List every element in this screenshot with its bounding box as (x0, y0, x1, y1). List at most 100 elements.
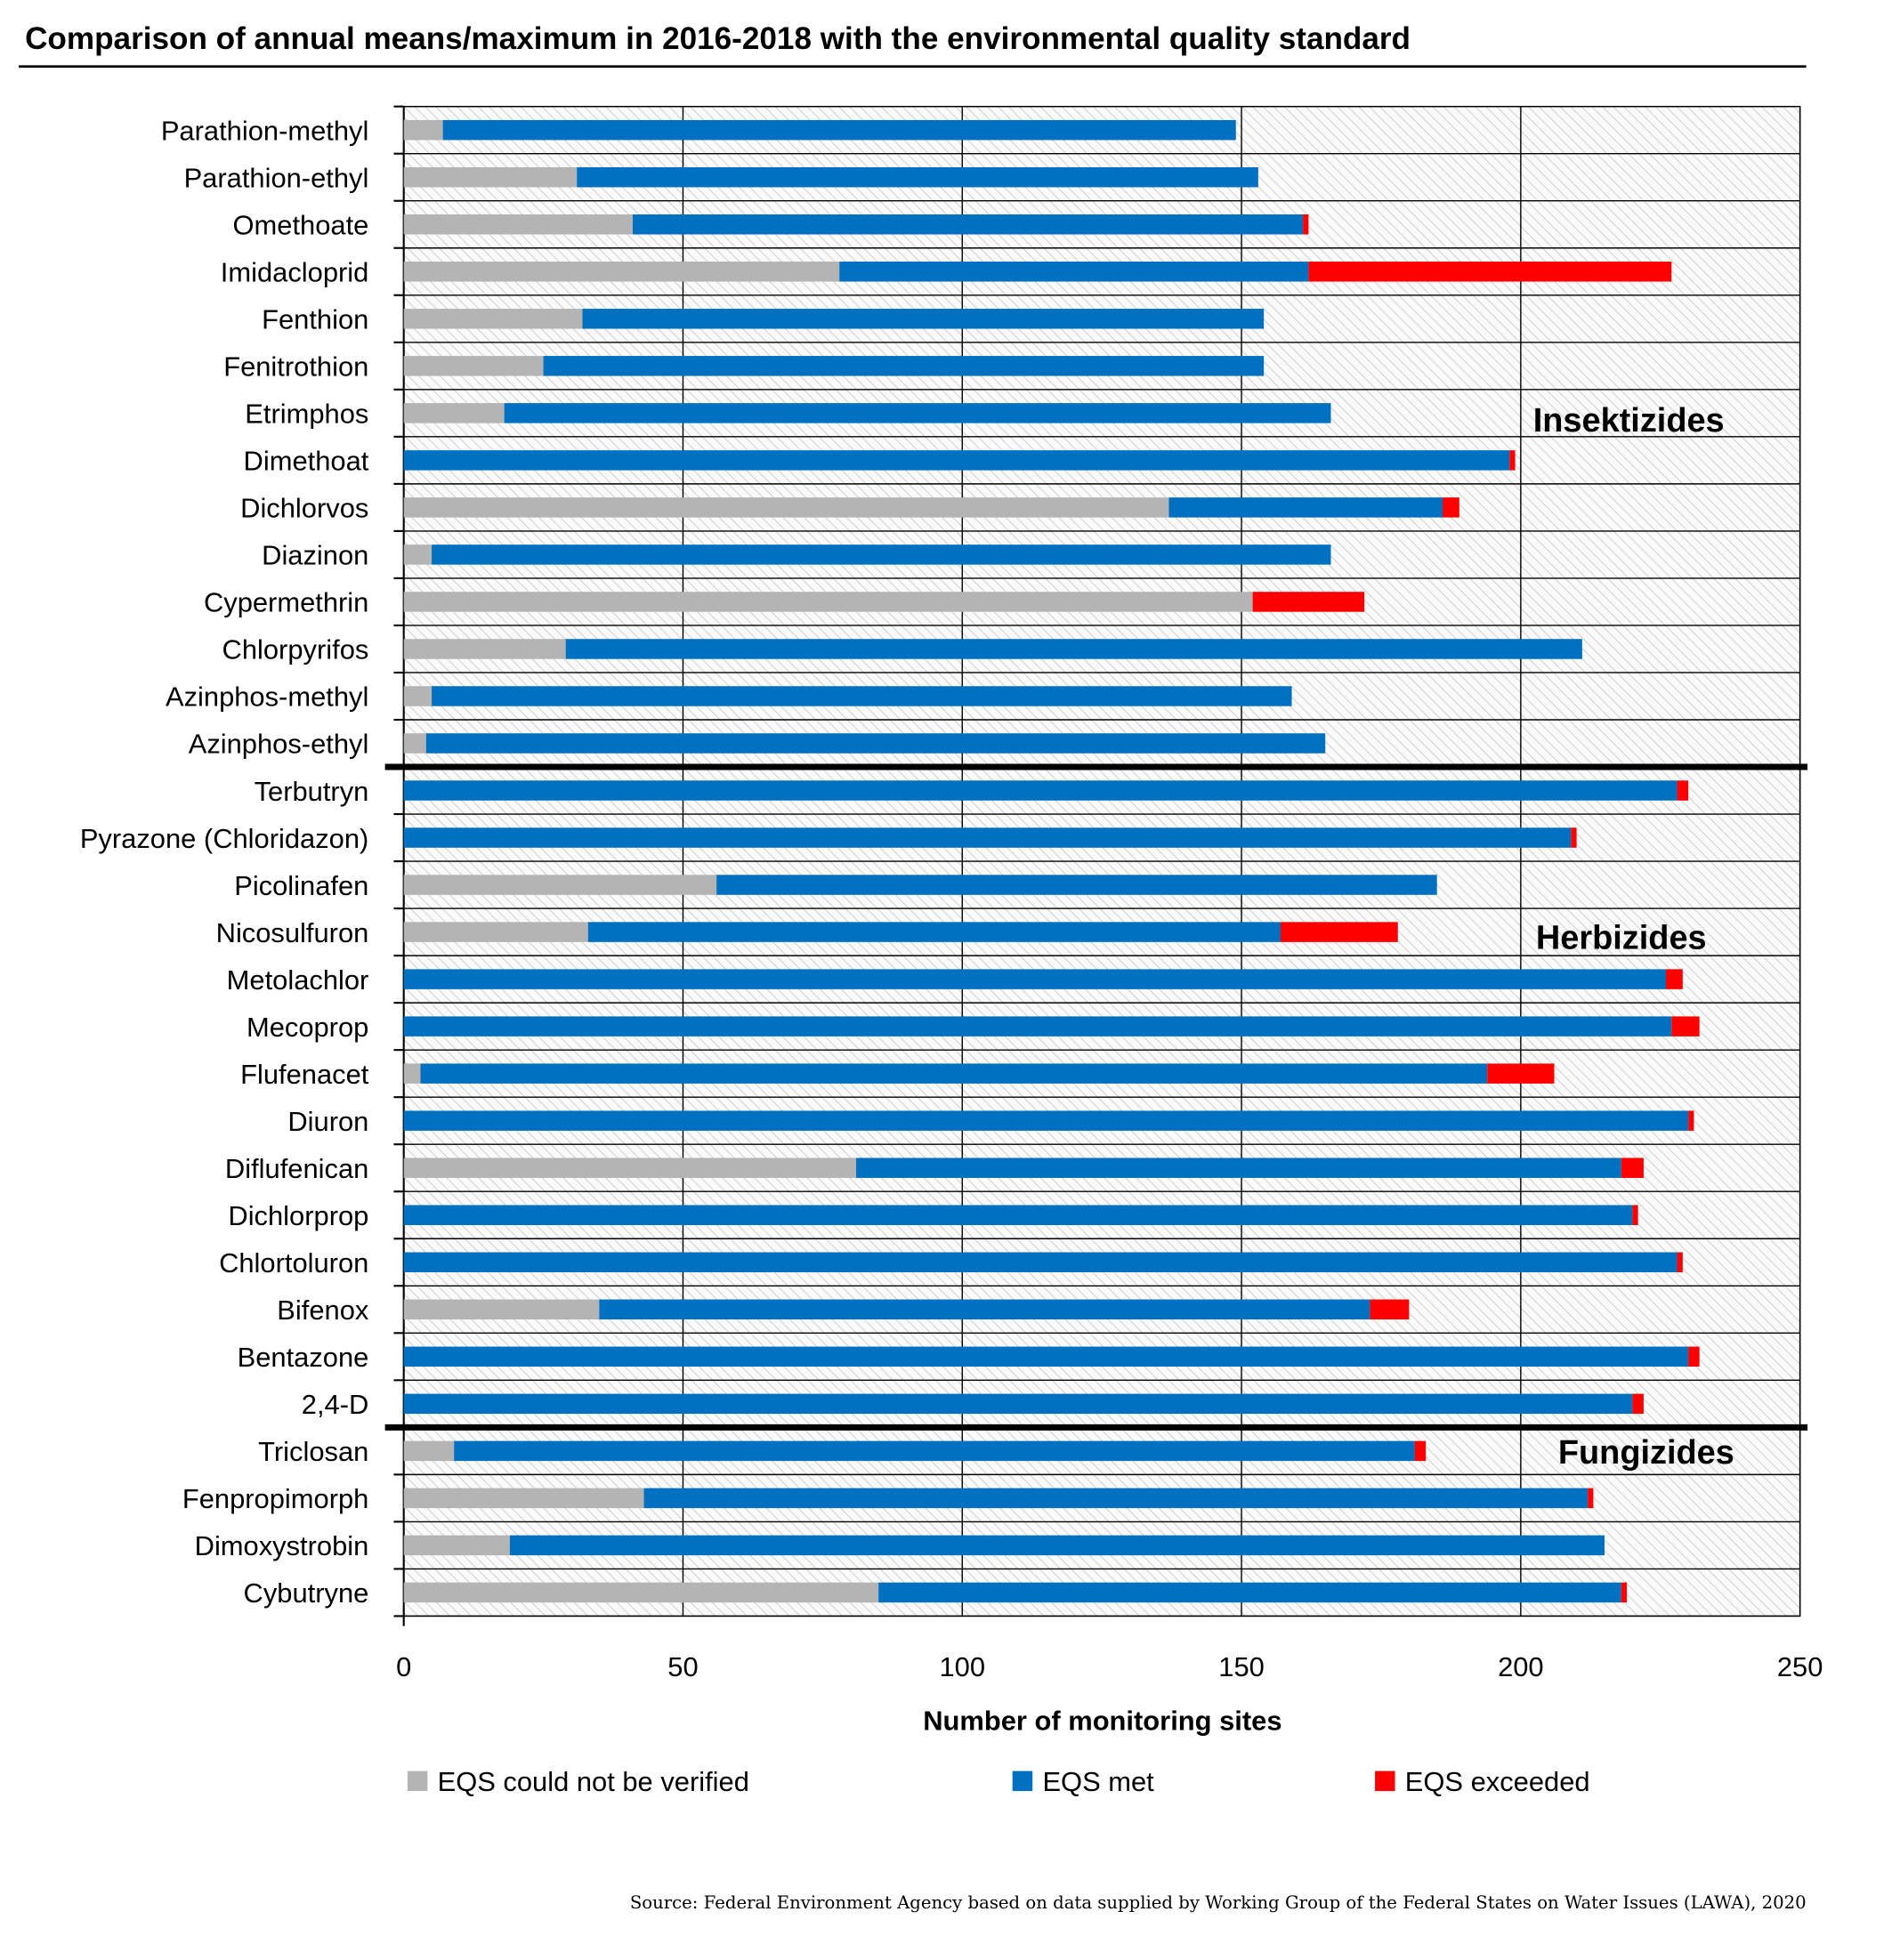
bar-met (632, 214, 1304, 235)
group-label: Fungizides (1558, 1434, 1734, 1472)
bar-met (403, 1393, 1633, 1415)
bar-met (403, 969, 1667, 989)
bar-not-verified (403, 1488, 644, 1509)
bar-met (442, 119, 1236, 141)
x-tick-label: 200 (1498, 1651, 1544, 1682)
bar-exceeded (1671, 1016, 1700, 1036)
bar-met (403, 450, 1510, 471)
bar-met (565, 639, 1582, 659)
legend-label: EQS met (1042, 1766, 1154, 1797)
bar-met (432, 544, 1331, 565)
category-label: Bifenox (277, 1295, 369, 1326)
bar-met (403, 780, 1678, 801)
category-label: Fenpropimorph (182, 1483, 368, 1514)
bar-not-verified (403, 1535, 510, 1556)
category-label: Parathion-ethyl (184, 162, 369, 193)
category-label: Omethoate (233, 209, 369, 240)
bar-met (504, 403, 1331, 423)
category-label: Fenthion (262, 304, 368, 335)
x-axis-label: Number of monitoring sites (923, 1705, 1281, 1736)
x-tick-label: 150 (1218, 1651, 1265, 1682)
bar-met (403, 1205, 1633, 1225)
category-label: Chlorpyrifos (222, 634, 369, 665)
x-tick-label: 0 (396, 1651, 411, 1682)
bar-met (403, 1110, 1689, 1131)
category-label: Fenitrothion (223, 351, 368, 383)
bar-not-verified (403, 119, 443, 141)
bar-not-verified (403, 1582, 879, 1603)
group-label: Insektizides (1533, 402, 1725, 440)
bar-exceeded (1632, 1205, 1638, 1225)
bar-not-verified (403, 262, 840, 282)
legend-label: EQS exceeded (1405, 1766, 1590, 1797)
bar-exceeded (1666, 969, 1683, 989)
bar-met (543, 356, 1265, 376)
bar-exceeded (1688, 1110, 1694, 1131)
bar-met (587, 922, 1281, 942)
bar-not-verified (403, 356, 544, 376)
bar-exceeded (1677, 1252, 1683, 1273)
bar-not-verified (403, 1157, 857, 1178)
bar-met (839, 262, 1309, 282)
bar-not-verified (403, 1299, 600, 1320)
x-tick-label: 100 (939, 1651, 985, 1682)
bar-met (1168, 497, 1443, 518)
category-label: Cypermethrin (204, 587, 368, 618)
bar-exceeded (1252, 592, 1365, 612)
bar-met (856, 1157, 1621, 1178)
category-label: Dimethoat (244, 446, 369, 477)
bar-not-verified (403, 497, 1169, 518)
bar-not-verified (403, 639, 566, 659)
bar-met (403, 1016, 1672, 1036)
bar-not-verified (403, 1440, 455, 1462)
category-label: 2,4-D (302, 1389, 369, 1420)
bar-not-verified (403, 214, 633, 235)
bar-met (403, 1346, 1689, 1367)
bar-met (454, 1440, 1415, 1462)
bar-exceeded (1677, 780, 1689, 801)
category-label: Cybutryne (244, 1577, 369, 1609)
bar-met (643, 1488, 1589, 1509)
x-tick-label: 250 (1777, 1651, 1823, 1682)
bar-exceeded (1509, 450, 1516, 471)
category-label: Metolachlor (227, 964, 369, 996)
category-label: Triclosan (258, 1436, 368, 1467)
category-label: Mecoprop (247, 1012, 368, 1043)
category-label: Terbutryn (255, 776, 369, 807)
bar-exceeded (1588, 1488, 1594, 1509)
category-label: Azinphos-ethyl (189, 729, 369, 760)
bar-not-verified (403, 686, 433, 706)
x-tick-label: 50 (667, 1651, 698, 1682)
legend-label: EQS could not be verified (438, 1766, 749, 1797)
category-label: Nicosulfuron (216, 917, 369, 948)
category-label: Bentazone (238, 1342, 369, 1373)
category-label: Imidacloprid (221, 257, 369, 288)
bar-exceeded (1621, 1582, 1628, 1603)
bar-met (425, 733, 1326, 754)
bar-exceeded (1487, 1063, 1555, 1084)
category-label: Parathion-methyl (161, 115, 369, 146)
group-label: Herbizides (1536, 919, 1707, 956)
source-note: Source: Federal Environment Agency based… (630, 1892, 1807, 1913)
category-label: Dichlorprop (228, 1200, 368, 1231)
bar-exceeded (1442, 497, 1459, 518)
bar-not-verified (403, 166, 578, 188)
bar-exceeded (1571, 827, 1577, 848)
bar-met (403, 1252, 1678, 1273)
bar-met (432, 686, 1292, 706)
legend-swatch (1012, 1770, 1033, 1792)
bar-not-verified (403, 875, 717, 895)
category-label: Diuron (287, 1106, 368, 1137)
category-label: Dichlorvos (240, 493, 368, 524)
bar-exceeded (1280, 922, 1398, 942)
category-label: Dimoxystrobin (195, 1530, 369, 1561)
bar-met (577, 166, 1258, 188)
bar-met (582, 309, 1265, 329)
bar-not-verified (403, 544, 433, 565)
legend-swatch (1375, 1770, 1395, 1792)
category-label: Chlortoluron (219, 1247, 368, 1278)
legend-swatch (407, 1770, 428, 1792)
bar-met (599, 1299, 1370, 1320)
bar-exceeded (1370, 1299, 1410, 1320)
